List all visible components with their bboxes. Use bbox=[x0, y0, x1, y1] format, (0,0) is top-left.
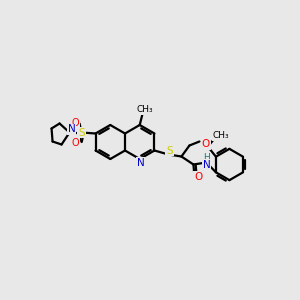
Text: CH₃: CH₃ bbox=[136, 106, 153, 115]
Text: O: O bbox=[72, 137, 80, 148]
Text: O: O bbox=[202, 139, 210, 149]
Text: N: N bbox=[137, 158, 145, 168]
Text: CH₃: CH₃ bbox=[213, 131, 229, 140]
Text: S: S bbox=[166, 146, 173, 155]
Text: S: S bbox=[78, 128, 85, 137]
Text: N: N bbox=[202, 160, 210, 170]
Text: N: N bbox=[68, 124, 75, 134]
Text: O: O bbox=[72, 118, 80, 128]
Text: O: O bbox=[194, 172, 202, 182]
Text: H: H bbox=[203, 153, 210, 162]
